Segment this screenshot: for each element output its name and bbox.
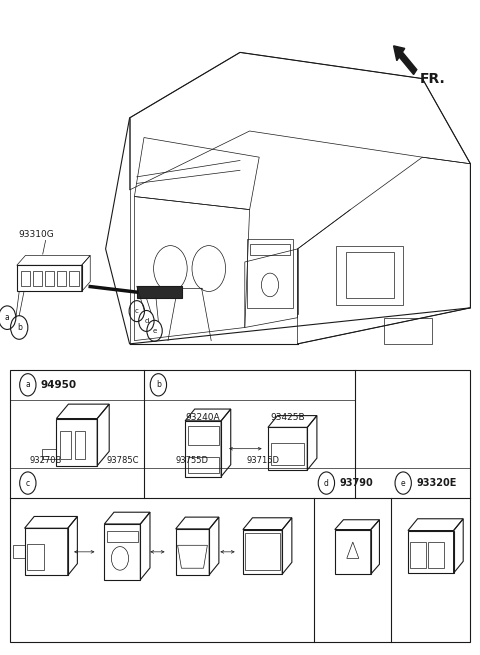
FancyArrow shape	[394, 46, 417, 75]
Text: 94950: 94950	[41, 380, 77, 390]
Text: d: d	[324, 479, 329, 487]
Bar	[10, 370, 470, 642]
Bar	[60, 431, 71, 459]
Text: 93425B: 93425B	[270, 413, 305, 422]
Bar	[247, 239, 293, 308]
Bar	[271, 443, 304, 465]
Text: 93240A: 93240A	[186, 413, 220, 422]
Text: b: b	[17, 323, 22, 332]
Text: c: c	[135, 308, 139, 314]
Text: 93310G: 93310G	[18, 230, 54, 239]
Text: a: a	[25, 381, 30, 389]
Text: 93785C: 93785C	[106, 456, 139, 465]
Bar	[45, 271, 54, 286]
Text: a: a	[5, 313, 10, 322]
Bar	[336, 246, 403, 305]
Bar	[27, 544, 44, 570]
Bar	[428, 542, 444, 568]
Bar	[250, 244, 290, 255]
Text: e: e	[401, 479, 406, 487]
Text: 93270B: 93270B	[30, 456, 62, 465]
Bar	[137, 286, 182, 298]
Text: 93790: 93790	[339, 478, 373, 488]
Text: 93715D: 93715D	[246, 456, 279, 465]
Text: b: b	[156, 381, 161, 389]
Text: c: c	[26, 479, 30, 487]
Bar	[188, 426, 219, 445]
Text: FR.: FR.	[420, 71, 446, 86]
Text: 93755D: 93755D	[176, 456, 209, 465]
Bar	[384, 318, 432, 344]
Bar	[75, 431, 85, 459]
Bar	[57, 271, 66, 286]
Bar	[21, 271, 30, 286]
Bar	[70, 271, 79, 286]
Text: e: e	[153, 328, 156, 334]
Bar	[107, 531, 138, 542]
Text: 93320E: 93320E	[416, 478, 456, 488]
Bar	[245, 533, 280, 570]
Bar	[346, 252, 394, 298]
Bar	[410, 542, 426, 568]
Bar	[188, 457, 219, 473]
Bar	[33, 271, 42, 286]
Text: d: d	[144, 318, 149, 324]
